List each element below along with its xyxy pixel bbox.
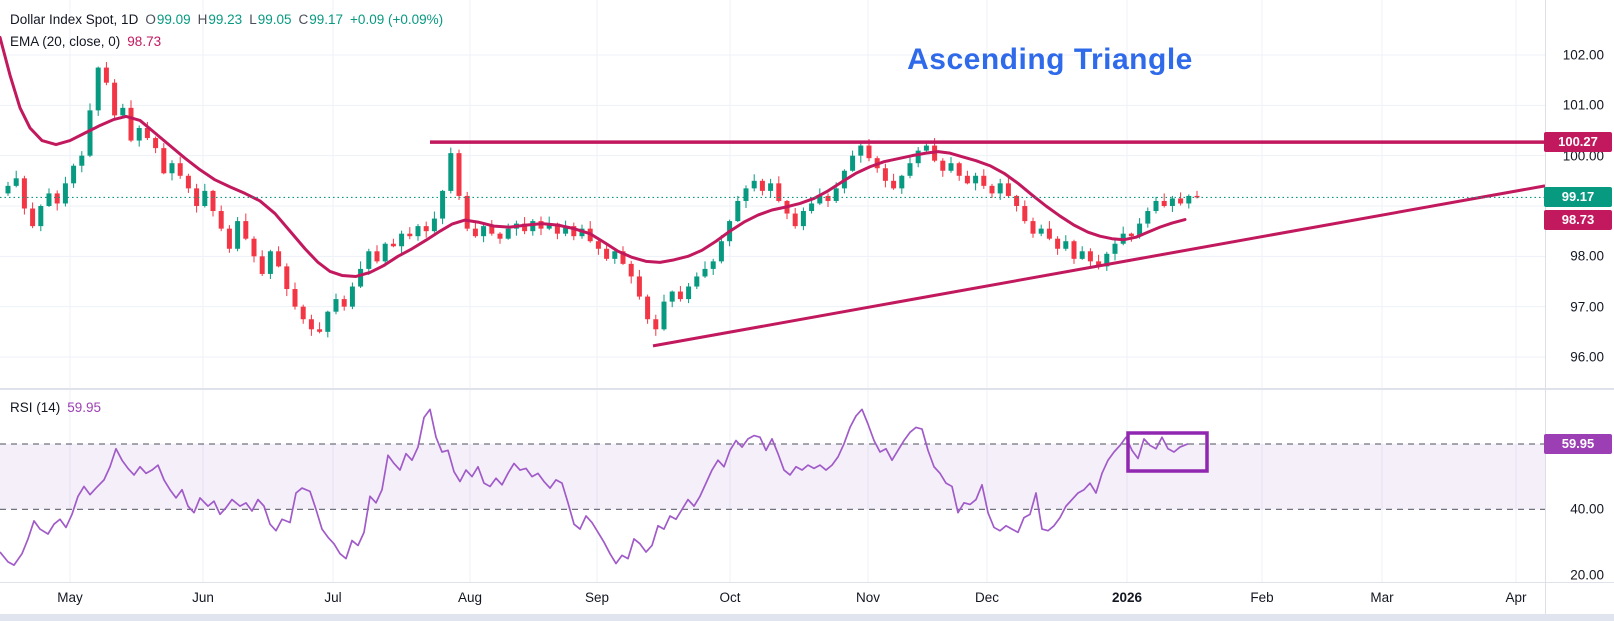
change-value: +0.09 (+0.09%) bbox=[350, 12, 444, 27]
time-axis-border bbox=[0, 582, 1614, 583]
price-axis-border bbox=[1545, 0, 1546, 614]
ema-legend: EMA (20, close, 0) 98.73 bbox=[10, 34, 161, 49]
window-bottom-strip bbox=[0, 614, 1614, 621]
ema-line bbox=[0, 35, 1187, 278]
candle-series bbox=[5, 62, 1200, 338]
rsi-line bbox=[0, 408, 1189, 567]
symbol-title[interactable]: Dollar Index Spot, 1D bbox=[10, 12, 139, 27]
pane-separator[interactable] bbox=[0, 388, 1614, 390]
ema-label[interactable]: EMA (20, close, 0) bbox=[10, 34, 121, 49]
rsi-value: 59.95 bbox=[67, 400, 102, 415]
ema-value: 98.73 bbox=[127, 34, 162, 49]
symbol-legend: Dollar Index Spot, 1D O99.09 H99.23 L99.… bbox=[10, 12, 443, 27]
ascending-trendline[interactable] bbox=[652, 184, 1546, 348]
rsi-band bbox=[0, 443, 1545, 510]
ohlc-high: H99.23 bbox=[197, 12, 243, 27]
rsi-legend: RSI (14) 59.95 bbox=[10, 400, 101, 415]
ohlc-open: O99.09 bbox=[145, 12, 191, 27]
ohlc-close: C99.17 bbox=[298, 12, 344, 27]
ohlc-low: L99.05 bbox=[249, 12, 292, 27]
rsi-highlight-box[interactable] bbox=[1126, 431, 1209, 473]
rsi-label[interactable]: RSI (14) bbox=[10, 400, 61, 415]
pattern-annotation-text[interactable]: Ascending Triangle bbox=[907, 43, 1193, 76]
